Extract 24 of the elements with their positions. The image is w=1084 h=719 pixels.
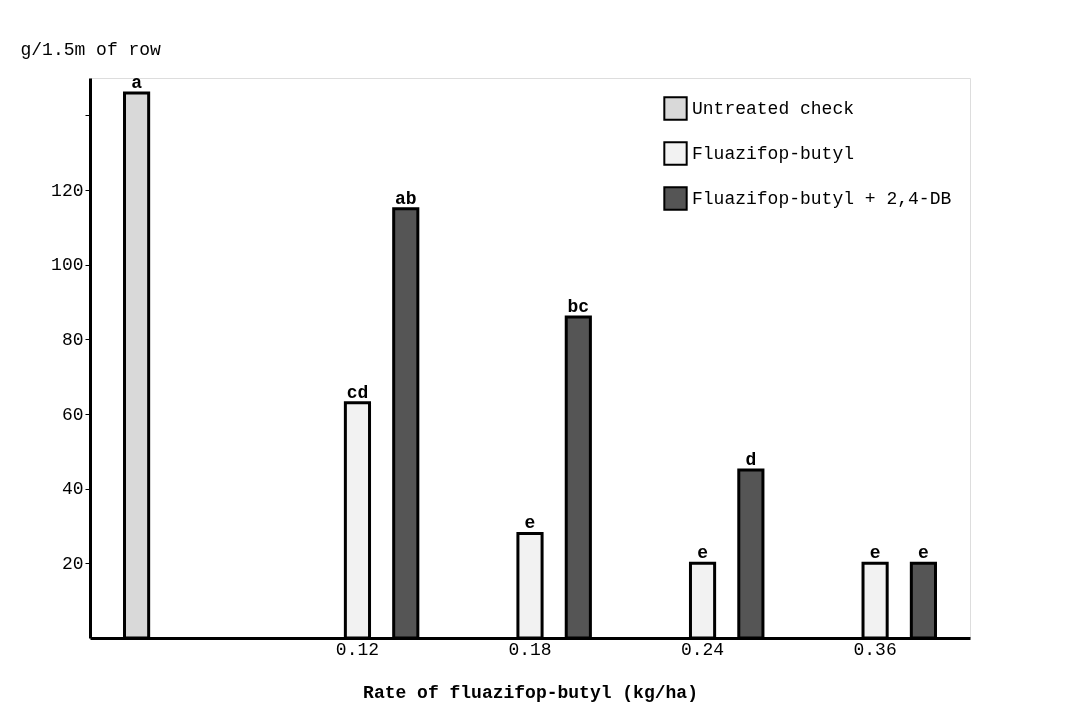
y-tick-label: 20 bbox=[61, 553, 84, 574]
data-label: a bbox=[131, 72, 143, 93]
x-tick-label: 0.36 bbox=[853, 639, 897, 660]
data-label: ab bbox=[394, 188, 417, 209]
y-tick-label: 40 bbox=[61, 479, 84, 500]
y-tick-label: 80 bbox=[61, 329, 84, 350]
data-label: e bbox=[697, 543, 708, 564]
legend-label: Fluazifop-butyl bbox=[692, 143, 855, 164]
x-tick-label: 0.12 bbox=[335, 639, 380, 660]
x-tick-label: 0.18 bbox=[508, 639, 552, 660]
y-tick-label: 100 bbox=[51, 255, 84, 276]
data-label: bc bbox=[567, 296, 590, 317]
data-label: e bbox=[524, 513, 536, 534]
data-label: e bbox=[918, 543, 929, 564]
y-tick-label: 60 bbox=[61, 404, 84, 425]
data-label: cd bbox=[346, 382, 369, 403]
y-axis-title: g/1.5m of row bbox=[20, 39, 162, 60]
y-tick-label: 120 bbox=[51, 180, 84, 201]
data-label: d bbox=[745, 450, 757, 470]
legend-label: Untreated check bbox=[692, 98, 855, 119]
legend-label: Fluazifop-butyl + 2,4-DB bbox=[692, 188, 952, 209]
x-axis-title: Rate of fluazifop-butyl (kg/ha) bbox=[363, 682, 698, 703]
data-label: e bbox=[869, 543, 881, 564]
x-tick-label: 0.24 bbox=[680, 639, 725, 660]
